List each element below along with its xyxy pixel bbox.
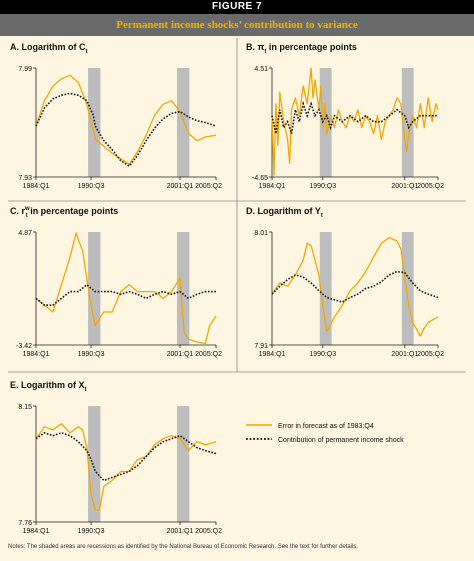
panel-e-xtick-label-4: 2005:Q2 (195, 528, 222, 535)
panel-b-recession-2 (401, 68, 414, 177)
panel-b-xtick-label-4: 2005:Q2 (417, 183, 444, 190)
panel-e-recession-2 (177, 406, 190, 522)
panel-a-xtick-label-4: 2005:Q2 (195, 183, 222, 190)
panel-c-ytick-label-1: 4.87 (18, 230, 32, 237)
panel-d-xtick-label-4: 2005:Q2 (417, 351, 444, 358)
figure-title: Permanent income shocks’ contribution to… (0, 14, 474, 36)
panel-e-ytick-label-2: 7.76 (18, 520, 32, 527)
panel-c-ytick-label-2: -3.42 (16, 343, 32, 350)
panel-e-xtick-label-2: 1990:Q3 (78, 528, 105, 535)
figure-notes: Notes: The shaded areas are recessions a… (8, 544, 359, 550)
panel-c-recession-1 (88, 232, 101, 345)
panel-d-series-permanent-shock (271, 270, 439, 303)
panel-b-ytick-label-2: -4.65 (252, 175, 268, 182)
panel-a-ytick-label-2: 7.93 (18, 175, 32, 182)
panel-a-ytick-label-1: 7.99 (18, 66, 32, 73)
panel-a-recession-1 (88, 68, 101, 177)
panel-b: B. πt in percentage points 4.51 -4.651984:… (246, 42, 444, 190)
panel-c-series-permanent-shock (35, 283, 216, 307)
panel-d-xtick-label-2: 1990:Q3 (309, 351, 336, 358)
panel-c: C. rw t in percentage points 4.87 -3.421984… (10, 206, 222, 358)
panel-d-ytick-label-1: 8.01 (254, 230, 268, 237)
panel-a-xtick-label-2: 1990:Q3 (78, 183, 105, 190)
panel-c-series-forecast-error (35, 232, 217, 345)
panel-a-xtick-label-1: 1984:Q1 (23, 183, 50, 190)
panel-a-series-permanent-shock (35, 92, 217, 168)
panel-a-recession-2 (177, 68, 190, 177)
panel-d-recession-2 (401, 232, 414, 345)
panel-c-xtick-label-1: 1984:Q1 (23, 351, 50, 358)
legend-label-1: Error in forecast as of 1983:Q4 (278, 423, 374, 430)
panel-d-xtick-label-1: 1984:Q1 (259, 351, 286, 358)
figure-label: FIGURE 7 (0, 0, 474, 14)
panel-e-ytick-label-1: 8.15 (18, 404, 32, 411)
panel-a-xtick-label-3: 2001:Q1 (167, 183, 194, 190)
panel-b-xtick-label-3: 2001:Q1 (391, 183, 418, 190)
panel-c-recession-2 (177, 232, 190, 345)
panel-c-title: C. rw t in percentage points (10, 206, 118, 219)
panel-a-title: A. Logarithm of Ct (10, 42, 88, 55)
panel-a-series-forecast-error (35, 74, 217, 165)
panel-e-xtick-label-3: 2001:Q1 (167, 528, 194, 535)
panel-b-xtick-label-2: 1990:Q3 (309, 183, 336, 190)
panel-b-series-forecast-error (271, 67, 439, 176)
legend: Error in forecast as of 1983:Q4 Contribut… (246, 423, 404, 444)
panel-e-series-forecast-error (35, 423, 217, 511)
panel-d-title: D. Logarithm of Yt (246, 206, 323, 219)
panel-b-ytick-label-1: 4.51 (254, 66, 268, 73)
panel-d-ytick-label-2: 7.91 (254, 343, 268, 350)
panel-e-xtick-label-1: 1984:Q1 (23, 528, 50, 535)
panel-d-recession-1 (319, 232, 332, 345)
panel-c-xtick-label-2: 1990:Q3 (78, 351, 105, 358)
panel-d-series-forecast-error (271, 236, 439, 337)
panel-e-title: E. Logarithm of Xt (10, 380, 87, 393)
panel-c-xtick-label-4: 2005:Q2 (195, 351, 222, 358)
panel-b-xtick-label-1: 1984:Q1 (259, 183, 286, 190)
panel-b-title: B. πt in percentage points (246, 42, 357, 55)
panel-b-series-permanent-shock (271, 100, 438, 134)
panel-c-xtick-label-3: 2001:Q1 (167, 351, 194, 358)
panel-e-series-permanent-shock (35, 431, 217, 482)
legend-label-2: Contribution of permanent income shock (278, 437, 404, 444)
panel-d-xtick-label-3: 2001:Q1 (391, 351, 418, 358)
